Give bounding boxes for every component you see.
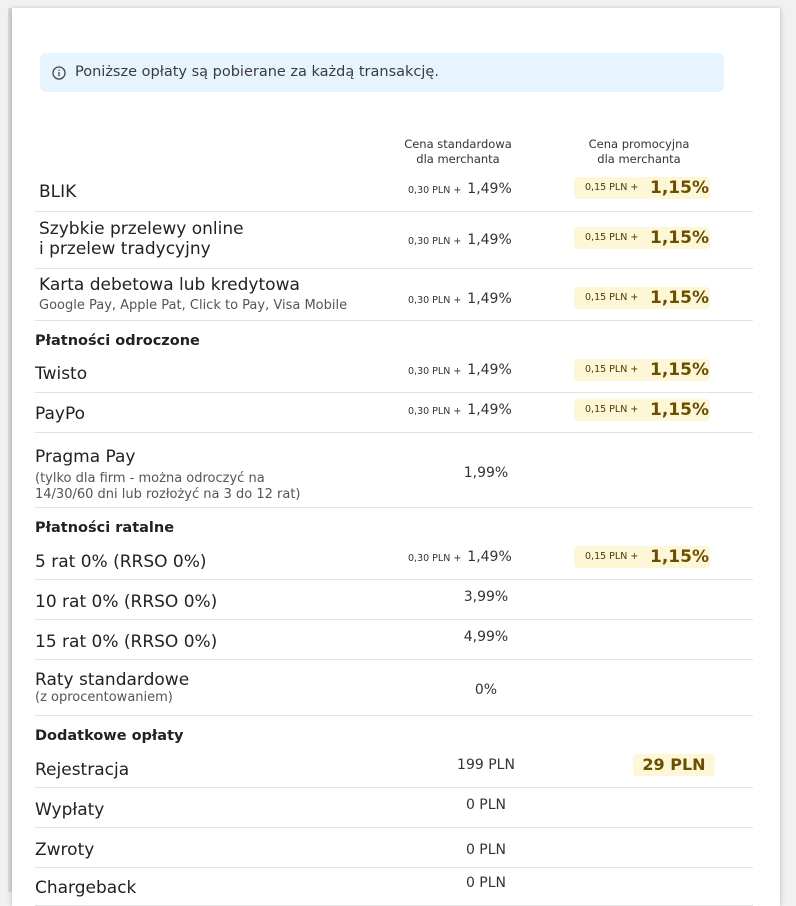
table-row-karta: Karta debetowa lub kredytowa Google Pay,… bbox=[35, 269, 753, 321]
promo-price-badge: 0,15 PLN +1,15% bbox=[574, 359, 710, 381]
table-row-chargeback: Chargeback 0 PLN bbox=[35, 868, 753, 906]
table-row-paypo: PayPo 0,30 PLN +1,49% 0,15 PLN +1,15% bbox=[35, 393, 753, 433]
column-header-standard: Cena standardowa dla merchanta bbox=[404, 137, 512, 166]
table-row-raty-standardowe: Raty standardowe (z oprocentowaniem) 0% bbox=[35, 660, 753, 716]
table-row-zwroty: Zwroty 0 PLN bbox=[35, 828, 753, 868]
promo-price-badge: 0,15 PLN +1,15% bbox=[574, 177, 710, 199]
method-name: 15 rat 0% (RRSO 0%) bbox=[35, 632, 218, 652]
standard-price: 0,30 PLN +1,49% bbox=[408, 181, 512, 197]
table-row-blik: BLIK 0,30 PLN +1,49% 0,15 PLN +1,15% bbox=[35, 170, 753, 212]
page-edge bbox=[8, 8, 12, 892]
info-icon bbox=[52, 66, 66, 80]
table-row-wyplaty: Wypłaty 0 PLN bbox=[35, 788, 753, 828]
table-row-przelewy: Szybkie przelewy online i przelew tradyc… bbox=[35, 212, 753, 269]
method-description: Google Pay, Apple Pat, Click to Pay, Vis… bbox=[39, 298, 348, 313]
standard-price: 4,99% bbox=[463, 629, 509, 645]
standard-price: 3,99% bbox=[463, 589, 509, 605]
promo-price-badge: 29 PLN bbox=[633, 754, 715, 776]
promo-price-badge: 0,15 PLN +1,15% bbox=[574, 227, 710, 249]
method-name: BLIK bbox=[39, 182, 77, 202]
fee-name: Chargeback bbox=[35, 878, 137, 898]
fee-name: Zwroty bbox=[35, 840, 95, 860]
standard-price: 0% bbox=[474, 682, 498, 698]
method-name: 10 rat 0% (RRSO 0%) bbox=[35, 592, 218, 612]
method-description: (z oprocentowaniem) bbox=[35, 690, 173, 705]
fee-name: Rejestracja bbox=[35, 760, 130, 780]
promo-price-badge: 0,15 PLN +1,15% bbox=[574, 546, 710, 568]
section-heading-deferred: Płatności odroczone bbox=[35, 333, 200, 349]
method-name-line2: i przelew tradycyjny bbox=[39, 239, 211, 259]
method-name: PayPo bbox=[35, 404, 86, 424]
standard-price: 0,30 PLN +1,49% bbox=[408, 291, 512, 307]
method-name: Raty standardowe bbox=[35, 670, 190, 690]
table-row-10-rat: 10 rat 0% (RRSO 0%) 3,99% bbox=[35, 580, 753, 620]
method-name-line1: Szybkie przelewy online bbox=[39, 219, 244, 239]
standard-price: 0,30 PLN +1,49% bbox=[408, 362, 512, 378]
table-row-15-rat: 15 rat 0% (RRSO 0%) 4,99% bbox=[35, 620, 753, 660]
standard-price: 199 PLN bbox=[457, 757, 515, 773]
notice-text: Poniższe opłaty są pobierane za każdą tr… bbox=[75, 64, 439, 80]
section-heading-installments: Płatności ratalne bbox=[35, 520, 175, 536]
standard-price: 0,30 PLN +1,49% bbox=[408, 549, 512, 565]
promo-price-badge: 0,15 PLN +1,15% bbox=[574, 399, 710, 421]
info-notice: Poniższe opłaty są pobierane za każdą tr… bbox=[40, 53, 724, 92]
method-name: Karta debetowa lub kredytowa bbox=[39, 275, 300, 295]
method-description-line1: (tylko dla firm - można odroczyć na bbox=[35, 471, 265, 486]
method-name: Twisto bbox=[35, 364, 88, 384]
promo-price-badge: 0,15 PLN +1,15% bbox=[574, 287, 710, 309]
standard-price: 0,30 PLN +1,49% bbox=[408, 402, 512, 418]
standard-price: 0 PLN bbox=[465, 875, 507, 891]
standard-price: 0,30 PLN +1,49% bbox=[408, 232, 512, 248]
standard-price: 0 PLN bbox=[465, 797, 507, 813]
method-description-line2: 14/30/60 dni lub rozłożyć na 3 do 12 rat… bbox=[35, 487, 301, 502]
section-heading-additional-fees: Dodatkowe opłaty bbox=[35, 728, 184, 744]
standard-price: 0 PLN bbox=[465, 842, 507, 858]
table-row-5-rat: 5 rat 0% (RRSO 0%) 0,30 PLN +1,49% 0,15 … bbox=[35, 539, 753, 580]
column-header-promo: Cena promocyjna dla merchanta bbox=[588, 137, 690, 166]
table-row-rejestracja: Rejestracja 199 PLN 29 PLN bbox=[35, 748, 753, 788]
method-name: Pragma Pay bbox=[35, 447, 136, 467]
table-row-pragma: Pragma Pay (tylko dla firm - można odroc… bbox=[35, 433, 753, 508]
standard-price: 1,99% bbox=[463, 465, 509, 481]
method-name: 5 rat 0% (RRSO 0%) bbox=[35, 552, 207, 572]
fee-name: Wypłaty bbox=[35, 800, 105, 820]
table-row-twisto: Twisto 0,30 PLN +1,49% 0,15 PLN +1,15% bbox=[35, 352, 753, 393]
